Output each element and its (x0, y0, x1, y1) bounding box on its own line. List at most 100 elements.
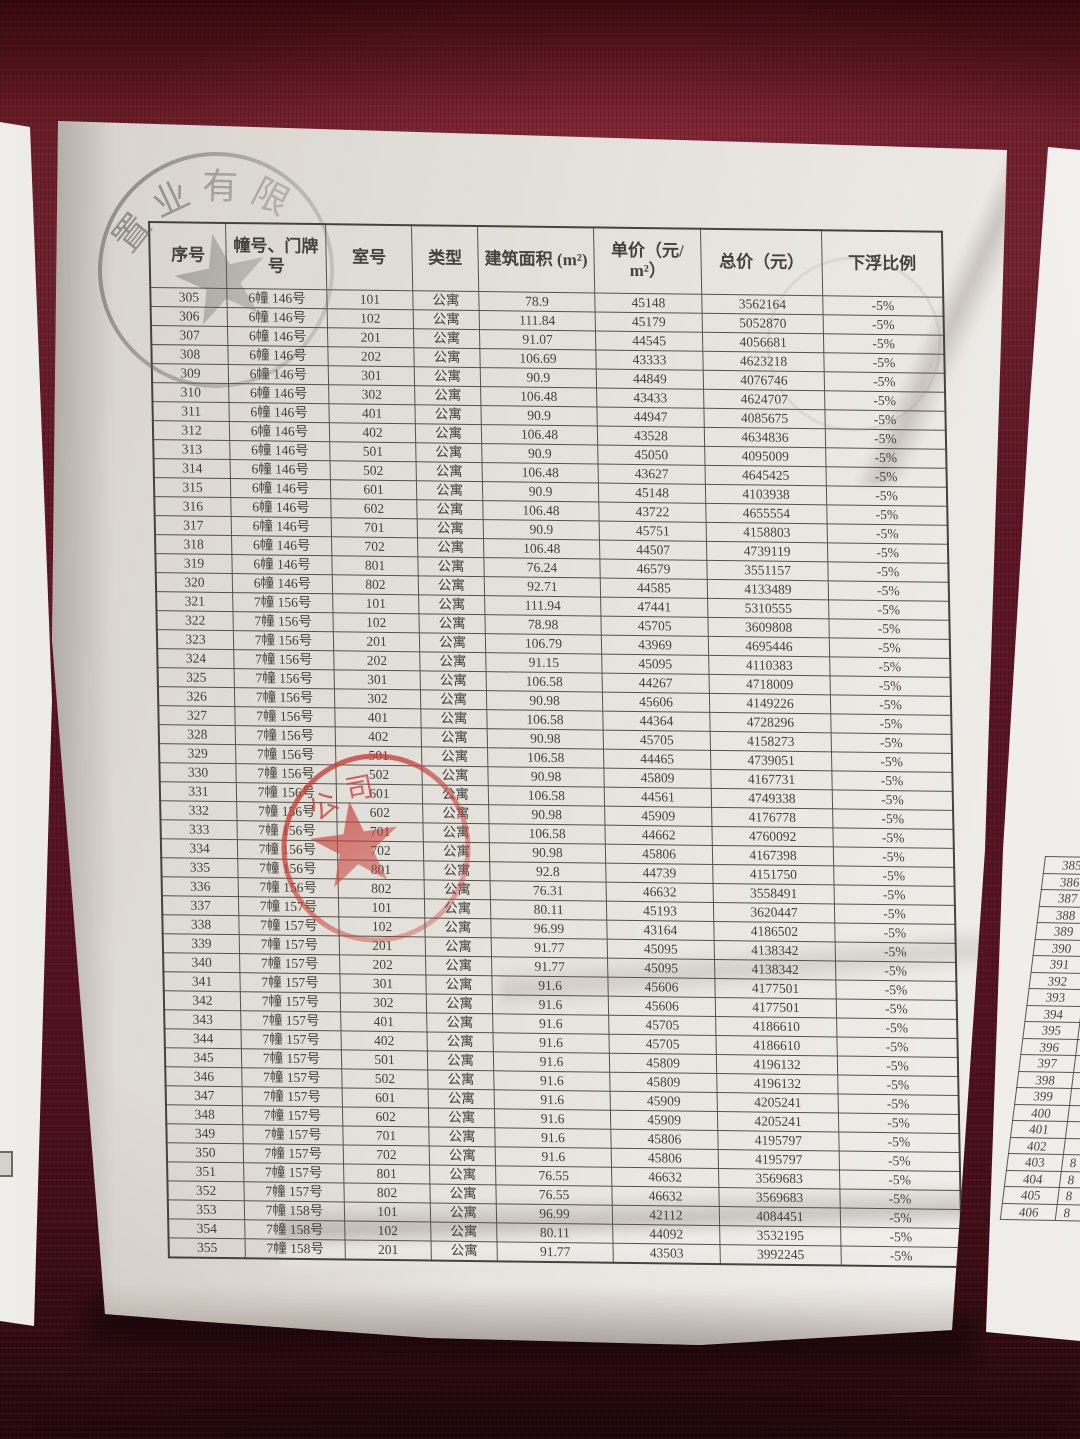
table-cell: 6幢 146号 (231, 535, 332, 556)
table-cell: 4623218 (702, 351, 825, 372)
table-cell: 90.9 (480, 367, 597, 388)
table-cell: 44092 (612, 1224, 720, 1245)
table-cell: 702 (337, 840, 424, 861)
table-cell: 4158803 (706, 522, 828, 543)
table-cell: 3569683 (718, 1168, 840, 1190)
table-cell: 801 (343, 1163, 430, 1185)
table-cell: 601 (336, 783, 423, 804)
table-cell: 90.98 (486, 690, 603, 712)
table-cell: 公寓 (417, 556, 485, 577)
table-cell: 3558491 (713, 883, 835, 904)
table-cell: 4186610 (715, 1035, 838, 1056)
table-cell: 公寓 (424, 879, 491, 900)
column-header: 下浮比例 (821, 230, 944, 298)
right-partial-cell (1063, 1138, 1080, 1157)
table-cell: 308 (151, 344, 229, 365)
table-cell: 43528 (597, 426, 705, 447)
table-cell: 4728296 (709, 712, 832, 733)
table-cell: 公寓 (421, 765, 489, 786)
table-cell: 4186610 (715, 1016, 837, 1037)
table-cell: 7幢 156号 (236, 782, 337, 803)
table-cell: 326 (157, 686, 235, 707)
table-cell: -5% (832, 789, 954, 811)
table-cell: 7幢 157号 (239, 953, 340, 974)
table-cell: 106.48 (483, 538, 600, 560)
table-cell: 4085675 (703, 408, 826, 429)
table-cell: 802 (332, 574, 419, 595)
table-cell: 502 (330, 460, 417, 481)
right-seq-cell: 396 (1020, 1037, 1078, 1056)
table-cell: 公寓 (419, 632, 486, 653)
table-cell: 345 (164, 1047, 242, 1068)
table-cell: -5% (834, 922, 956, 944)
table-cell: 80.11 (496, 1222, 613, 1244)
table-cell: 91.6 (494, 1089, 611, 1111)
right-seq-cell: 406 (1000, 1202, 1058, 1221)
right-partial-cell: 8 (1059, 1171, 1080, 1190)
table-cell: 201 (339, 935, 426, 956)
table-cell: 公寓 (426, 1031, 494, 1052)
table-cell: 801 (337, 859, 425, 880)
table-cell: 6幢 146号 (229, 421, 330, 442)
table-cell: 45705 (608, 1015, 716, 1036)
table-cell: 44507 (599, 540, 707, 561)
price-table: 序号 幢号、门牌号 室号 类型 建筑面积 (m²) 单价（元/ m²） 总价（元） 下浮比例 … (148, 221, 963, 1269)
table-cell: 102 (332, 612, 420, 633)
table-cell: 7幢 156号 (235, 744, 336, 765)
table-cell: 45606 (607, 977, 716, 998)
table-cell: 44267 (602, 673, 710, 694)
table-cell: 3532195 (719, 1225, 841, 1247)
table-cell: -5% (840, 1208, 962, 1229)
table-cell: -5% (824, 390, 946, 412)
table-cell: 802 (338, 878, 425, 899)
table-cell: 801 (331, 555, 419, 576)
table-cell: 公寓 (414, 366, 481, 387)
table-cell: 501 (341, 1049, 428, 1070)
table-cell: -5% (839, 1189, 961, 1210)
right-seq-cell: 390 (1033, 938, 1080, 957)
table-cell: -5% (828, 618, 950, 640)
table-cell: -5% (832, 827, 954, 849)
right-seq-cell: 388 (1037, 906, 1080, 924)
table-cell: 4718009 (709, 674, 831, 695)
table-cell: 401 (340, 1011, 427, 1032)
table-cell: 4133489 (707, 579, 829, 600)
table-cell: 公寓 (422, 784, 489, 805)
table-cell: 7幢 156号 (238, 877, 339, 898)
table-cell: 7幢 156号 (233, 649, 335, 670)
table-cell: -5% (830, 713, 952, 735)
table-cell: 6幢 146号 (228, 364, 329, 385)
table-cell: 4739051 (710, 750, 832, 771)
table-cell: 90.98 (489, 842, 606, 864)
table-cell: -5% (833, 846, 955, 868)
table-cell: 公寓 (431, 1241, 498, 1262)
table-cell: 76.55 (495, 1165, 612, 1187)
table-cell: 45148 (594, 292, 703, 314)
table-cell: 335 (161, 857, 239, 878)
table-cell: 公寓 (414, 385, 481, 406)
right-table-body: 385 386 387 388 389 390 391 392 393 394 395 396 397 3… (1000, 856, 1080, 1223)
table-cell: 4167731 (710, 769, 833, 790)
table-cell: 338 (162, 914, 240, 935)
table-cell: 306 (150, 306, 228, 327)
table-cell: 702 (343, 1144, 430, 1166)
right-partial-cell: 8 (1055, 1204, 1080, 1223)
table-cell: -5% (834, 884, 955, 906)
table-cell: -5% (830, 675, 951, 697)
table-cell: 90.98 (488, 804, 605, 826)
table-cell: 公寓 (415, 442, 483, 463)
table-cell: 公寓 (427, 1050, 494, 1071)
table-cell: 7幢 157号 (240, 991, 341, 1012)
table-cell: 45809 (609, 1053, 717, 1074)
table-cell: 7幢 158号 (245, 1238, 346, 1260)
table-cell: 4095009 (704, 446, 827, 467)
table-cell: 4056681 (702, 332, 824, 353)
table-cell: 4760092 (711, 826, 834, 847)
table-cell: 355 (168, 1237, 246, 1259)
table-cell: 4634836 (704, 427, 826, 448)
table-cell: -5% (838, 1113, 960, 1134)
table-cell: 91.6 (491, 975, 609, 997)
table-cell: -5% (836, 1036, 958, 1058)
table-cell: 6幢 146号 (231, 554, 333, 575)
table-cell: 45809 (609, 1072, 718, 1093)
